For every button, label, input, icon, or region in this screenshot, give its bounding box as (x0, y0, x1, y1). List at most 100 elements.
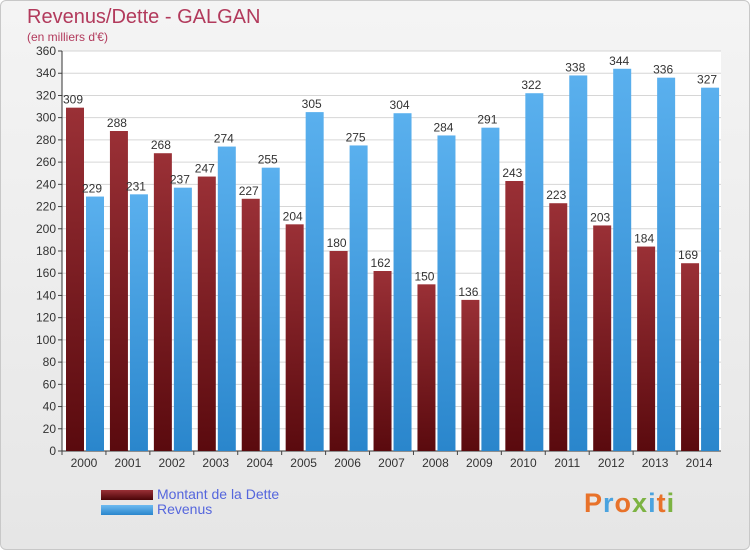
x-tick-label-2009: 2009 (466, 456, 493, 470)
label-dette-2007: 162 (371, 256, 391, 270)
y-tick-label: 240 (36, 177, 56, 191)
bar-revenus-2013 (657, 77, 676, 452)
y-tick-label: 360 (36, 44, 56, 58)
x-tick-label-2005: 2005 (290, 456, 317, 470)
bar-dette-2005 (285, 224, 304, 451)
logo-letter: x (632, 488, 649, 518)
bar-dette-2003 (197, 176, 216, 452)
y-tick-label: 340 (36, 66, 56, 80)
legend-swatch-revenus (101, 505, 153, 515)
logo-letter: i (666, 488, 676, 518)
bar-dette-2009 (461, 299, 480, 451)
data-labels: 309 229 288 231 268 237 247 274 227 255 204 305 180 2… (63, 54, 717, 299)
label-dette-2011: 223 (546, 188, 566, 202)
bar-revenus-2008 (437, 135, 456, 451)
y-tick-label: 300 (36, 111, 56, 125)
bar-revenus-2006 (349, 145, 368, 451)
label-revenus-2003: 274 (214, 132, 234, 146)
chart-title: Revenus/Dette - GALGAN (27, 6, 261, 28)
x-tick-label-2001: 2001 (115, 456, 142, 470)
label-dette-2006: 180 (327, 236, 347, 250)
legend-label-debt: Montant de la Dette (157, 486, 280, 502)
y-tick-label: 0 (49, 444, 56, 458)
x-tick-label-2003: 2003 (202, 456, 229, 470)
logo-letter: i (648, 488, 657, 518)
y-tick-label: 60 (43, 377, 57, 391)
logo-letter: t (656, 488, 667, 518)
legend-swatch-debt (101, 490, 153, 500)
x-tick-label-2002: 2002 (158, 456, 185, 470)
y-tick-label: 260 (36, 155, 56, 169)
bar-dette-2000 (66, 107, 84, 452)
x-tick-label-2006: 2006 (334, 456, 361, 470)
label-revenus-2013: 336 (653, 63, 673, 77)
x-tick-label-2014: 2014 (686, 456, 713, 470)
label-revenus-2008: 284 (433, 120, 453, 134)
y-tick-label: 320 (36, 88, 56, 102)
axes: 0 20 40 60 80 100 120 140 160 180 200 220 240 260 280 3… (36, 44, 721, 470)
label-revenus-2007: 304 (390, 98, 410, 112)
label-revenus-2014: 327 (697, 73, 717, 87)
x-tick-label-2008: 2008 (422, 456, 449, 470)
bar-dette-2012 (593, 225, 612, 451)
label-dette-2003: 247 (195, 162, 215, 176)
y-tick-label: 280 (36, 133, 56, 147)
x-tick-label-2010: 2010 (510, 456, 537, 470)
bar-revenus-2004 (261, 167, 280, 451)
label-dette-2005: 204 (283, 209, 303, 223)
bar-dette-2002 (153, 153, 172, 451)
label-dette-2000: 309 (63, 93, 83, 107)
bar-revenus-2014 (701, 87, 720, 452)
label-dette-2012: 203 (590, 210, 610, 224)
label-revenus-2011: 338 (565, 60, 585, 74)
label-dette-2014: 169 (678, 248, 698, 262)
bar-revenus-2001 (129, 194, 148, 452)
bar-dette-2013 (637, 246, 656, 451)
bar-dette-2010 (505, 181, 524, 451)
label-dette-2013: 184 (634, 232, 654, 246)
y-tick-label: 80 (43, 355, 57, 369)
label-revenus-2009: 291 (477, 113, 497, 127)
x-tick-label-2013: 2013 (642, 456, 669, 470)
bar-dette-2011 (549, 203, 568, 451)
proxiti-logo: Proxiti (584, 488, 675, 519)
label-revenus-2012: 344 (609, 54, 629, 68)
logo-letter: r (603, 488, 615, 518)
bar-dette-2007 (373, 271, 392, 451)
label-dette-2010: 243 (502, 166, 522, 180)
bar-dette-2006 (329, 251, 348, 451)
y-tick-label: 140 (36, 288, 56, 302)
y-tick-label: 100 (36, 333, 56, 347)
chart-subtitle: (en milliers d'€) (27, 30, 108, 44)
label-revenus-2010: 322 (521, 78, 541, 92)
bar-revenus-2005 (305, 112, 324, 451)
label-dette-2002: 268 (151, 138, 171, 152)
bar-dette-2004 (241, 198, 260, 451)
y-tick-label: 160 (36, 266, 56, 280)
label-revenus-2006: 275 (346, 130, 366, 144)
label-revenus-2004: 255 (258, 153, 278, 167)
x-tick-label-2012: 2012 (598, 456, 625, 470)
bar-revenus-2011 (569, 75, 588, 451)
label-revenus-2000: 229 (82, 182, 102, 196)
label-revenus-2001: 231 (126, 179, 146, 193)
y-tick-label: 200 (36, 222, 56, 236)
label-dette-2009: 136 (458, 285, 478, 299)
label-dette-2004: 227 (239, 184, 259, 198)
bar-revenus-2003 (217, 146, 236, 452)
label-revenus-2002: 237 (170, 173, 190, 187)
y-tick-label: 180 (36, 244, 56, 258)
bar-dette-2001 (109, 131, 128, 451)
bar-dette-2008 (417, 284, 436, 451)
bar-revenus-2010 (525, 93, 544, 451)
bars (66, 68, 720, 452)
label-dette-2008: 150 (414, 269, 434, 283)
label-revenus-2005: 305 (302, 97, 322, 111)
x-tick-label-2004: 2004 (246, 456, 273, 470)
bar-revenus-2000 (86, 196, 104, 451)
legend-label-revenus: Revenus (157, 501, 213, 517)
x-tick-label-2000: 2000 (71, 456, 98, 470)
bar-revenus-2007 (393, 113, 412, 451)
bar-revenus-2009 (481, 127, 500, 452)
bar-dette-2014 (681, 263, 700, 451)
